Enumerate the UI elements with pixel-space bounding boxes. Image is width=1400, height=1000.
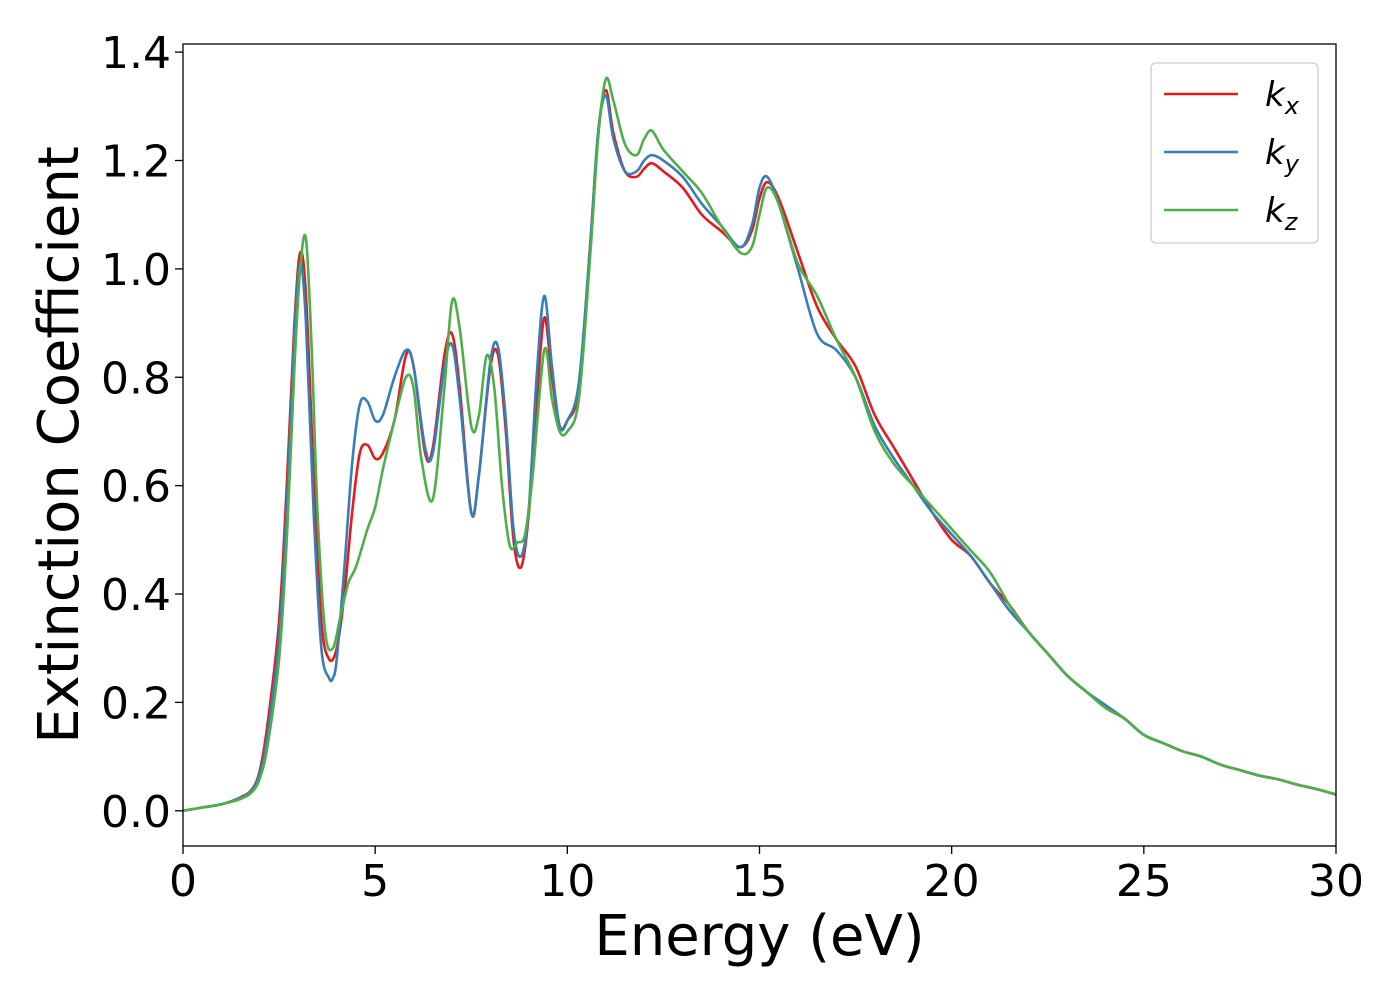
- x-tick-label: 20: [924, 856, 980, 907]
- y-axis-label: Extinction Coefficient: [27, 146, 92, 744]
- x-tick-label: 5: [361, 856, 389, 907]
- y-tick-label: 0.2: [101, 678, 171, 729]
- legend-label-z: kz: [1265, 191, 1299, 236]
- x-tick-label: 10: [539, 856, 595, 907]
- series-line-z: [182, 76, 1337, 813]
- x-axis-ticks: 0 5 10 15 20 25 30: [169, 846, 1364, 907]
- y-tick-label: 0.8: [101, 353, 171, 404]
- legend-label-y: ky: [1265, 133, 1300, 178]
- y-tick-label: 1.4: [101, 28, 171, 79]
- y-tick-label: 0.6: [101, 462, 171, 513]
- x-tick-label: 30: [1308, 856, 1364, 907]
- y-tick-label: 1.2: [101, 137, 171, 188]
- y-axis-ticks: 0.0 0.2 0.4 0.6 0.8 1.0 1.2 1.4: [101, 28, 183, 838]
- x-axis-label: Energy (eV): [594, 904, 924, 969]
- x-tick-label: 0: [169, 856, 197, 907]
- x-tick-label: 25: [1116, 856, 1172, 907]
- legend: kx ky kz: [1150, 62, 1319, 244]
- y-tick-label: 0.0: [101, 787, 171, 838]
- y-tick-label: 0.4: [101, 570, 171, 621]
- y-tick-label: 1.0: [101, 245, 171, 296]
- x-tick-label: 15: [732, 856, 788, 907]
- series-layer: [182, 76, 1337, 813]
- legend-label-x: kx: [1265, 75, 1300, 120]
